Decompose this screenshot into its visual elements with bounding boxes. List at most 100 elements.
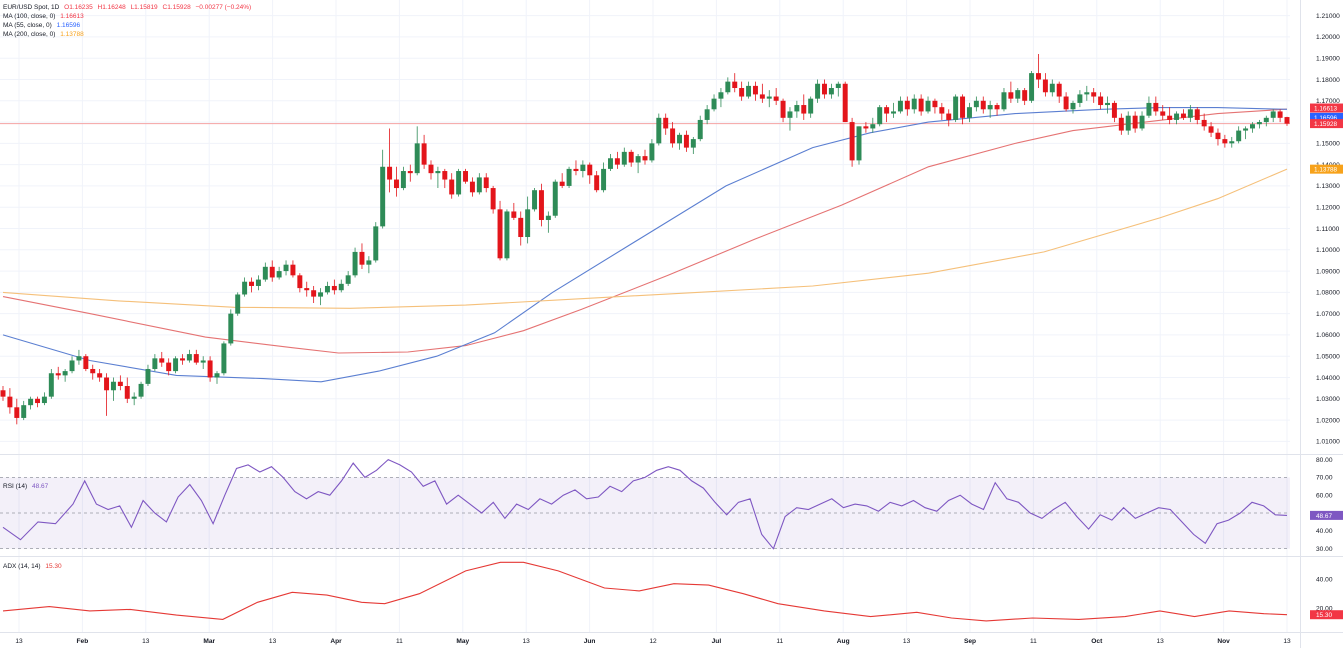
time-axis-label: 13: [15, 638, 23, 645]
rsi-tick-label: 70.00: [1316, 475, 1333, 482]
candle-body: [628, 151, 634, 163]
candle-body: [373, 226, 379, 261]
candle-body: [476, 177, 482, 193]
adx-tick-label: 40.00: [1316, 577, 1333, 584]
candle-body: [173, 358, 179, 372]
rsi-line: [2, 458, 1288, 550]
price-tick-label: 1.07000: [1316, 311, 1340, 318]
ma55-legend: MA (55, close, 0) 1.16596: [3, 21, 80, 30]
candle-body: [1284, 117, 1290, 124]
candle-body: [663, 117, 669, 129]
candle-body: [35, 398, 41, 404]
candle-body: [249, 281, 255, 286]
candle-body: [566, 168, 572, 186]
candle-body: [918, 98, 924, 112]
ma200-legend: MA (200, close, 0) 1.13788: [3, 30, 84, 39]
candle-body: [911, 98, 917, 110]
candle-body: [1194, 109, 1200, 120]
candle-body: [1236, 130, 1242, 142]
candle-body: [697, 119, 703, 140]
price-tick-label: 1.05000: [1316, 354, 1340, 361]
candle-body: [732, 81, 738, 89]
candle-body: [1056, 83, 1062, 97]
price-tick-label: 1.10000: [1316, 247, 1340, 254]
candle-body: [877, 107, 883, 125]
ma55-label: MA (55, close, 0): [3, 22, 52, 29]
candle-body: [1091, 92, 1097, 97]
candle-body: [973, 100, 979, 108]
candle-body: [76, 356, 82, 361]
price-tag: [1310, 164, 1343, 174]
candle-body: [849, 122, 855, 161]
candle-body: [414, 143, 420, 174]
candle-body: [1270, 111, 1276, 118]
candle-body: [276, 271, 282, 278]
candle-body: [821, 83, 827, 95]
price-tick-label: 1.20000: [1316, 34, 1340, 41]
candle-body: [904, 100, 910, 110]
candle-body: [318, 292, 324, 297]
price-tick-label: 1.04000: [1316, 375, 1340, 382]
adx-legend: ADX (14, 14) 15.30: [3, 562, 62, 571]
candle-body: [338, 283, 344, 291]
rsi-value-tag-label: 48.67: [1316, 513, 1332, 520]
time-axis-label: Nov: [1217, 638, 1230, 645]
candle-body: [538, 190, 544, 220]
candle-body: [1022, 90, 1028, 101]
candle-body: [842, 83, 848, 123]
candle-body: [200, 360, 206, 363]
candle-body: [352, 251, 358, 276]
candle-body: [642, 156, 648, 161]
candle-body: [773, 96, 779, 101]
time-axis-label: 13: [903, 638, 911, 645]
candle-body: [1008, 92, 1014, 99]
candle-body: [1042, 79, 1048, 93]
candle-body: [304, 288, 310, 291]
price-tick-label: 1.21000: [1316, 13, 1340, 20]
time-axis-label: 11: [776, 638, 783, 645]
candle-body: [925, 100, 931, 112]
candle-body: [159, 358, 165, 363]
price-tag-label: 1.16613: [1314, 105, 1338, 112]
candle-body: [14, 407, 20, 418]
time-axis-label: 13: [269, 638, 277, 645]
candle-body: [711, 98, 717, 110]
candle-body: [884, 107, 890, 114]
candle-body: [490, 188, 496, 210]
time-axis-label: 13: [523, 638, 531, 645]
candle-body: [1063, 96, 1069, 110]
rsi-tick-label: 60.00: [1316, 493, 1333, 500]
candle-body: [808, 98, 814, 114]
price-tag-label: 1.16596: [1314, 115, 1338, 122]
candle-body: [621, 151, 627, 165]
candle-body: [946, 113, 952, 120]
rsi-tick-label: 30.00: [1316, 546, 1333, 553]
candle-body: [607, 158, 613, 169]
candle-body: [242, 281, 248, 295]
candle-body: [752, 85, 758, 95]
candle-body: [449, 179, 455, 195]
rsi-legend: RSI (14) 48.67: [3, 482, 48, 491]
candle-body: [179, 358, 185, 361]
candle-body: [1132, 115, 1138, 129]
candle-body: [1139, 115, 1145, 129]
candle-body: [897, 100, 903, 112]
candle-body: [1111, 102, 1117, 118]
adx-line: [2, 561, 1288, 622]
candle-body: [21, 405, 27, 418]
rsi-tick-label: 40.00: [1316, 528, 1333, 535]
candle-body: [456, 171, 462, 195]
candle-body: [90, 368, 96, 374]
candle-body: [28, 398, 34, 406]
candle-body: [0, 390, 6, 397]
candle-body: [1277, 111, 1283, 118]
candle-body: [393, 179, 399, 189]
candle-body: [828, 88, 834, 95]
candle-body: [1167, 115, 1173, 120]
candle-body: [138, 383, 144, 397]
candle-body: [359, 251, 365, 265]
candle-body: [1077, 94, 1083, 103]
candle-body: [186, 354, 192, 361]
